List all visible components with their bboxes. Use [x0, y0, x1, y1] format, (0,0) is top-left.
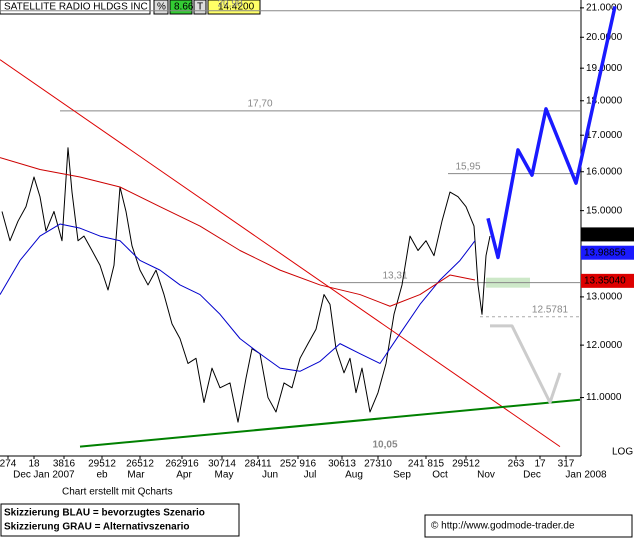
x-month-label: May	[215, 470, 234, 481]
y-tick-label: 17.0000	[586, 130, 623, 141]
x-tick-label: 26512	[126, 459, 154, 470]
price-marker	[581, 227, 634, 242]
price-marker-label: 13.98856	[584, 247, 626, 258]
x-month-label: Nov	[477, 470, 495, 481]
x-tick-label: 262916	[165, 459, 199, 470]
x-tick-label: 30714	[208, 459, 236, 470]
x-tick-label: 3816	[53, 459, 76, 470]
x-month-label: Jul	[304, 470, 317, 481]
x-tick-label: 252 916	[280, 459, 317, 470]
symbol: SATELLITE RADIO HLDGS INC	[4, 2, 148, 13]
x-month-label: Aug	[345, 470, 363, 481]
y-tick-label: 16.0000	[586, 166, 623, 177]
legend-box	[0, 503, 240, 537]
y-tick-label: 18.0000	[586, 95, 623, 106]
series-line	[0, 59, 561, 448]
last-label: T	[197, 2, 203, 13]
level-label: 20,90	[217, 0, 242, 9]
x-tick-label: 17	[534, 459, 546, 470]
x-tick-label: 30613	[328, 459, 356, 470]
series-line	[486, 6, 617, 260]
scale-label: LOG	[612, 447, 633, 458]
x-month-label: Jan 2008	[565, 470, 607, 481]
legend-line: Skizzierung BLAU = bevorzugtes Szenario	[4, 508, 205, 519]
series-line	[1, 147, 491, 423]
x-month-label: Oct	[432, 470, 448, 481]
y-tick-label: 21.0000	[586, 3, 623, 14]
y-tick-label: 15.0000	[586, 205, 623, 216]
last-value: 14.4200	[218, 2, 255, 13]
series-line	[79, 398, 581, 448]
x-tick-label: 28411	[244, 459, 272, 470]
level-label: 12.5781	[532, 304, 569, 315]
y-tick-label: 11.0000	[586, 392, 622, 403]
series-line	[0, 223, 476, 372]
level-label: 10,05	[372, 440, 397, 451]
x-month-label: Dec	[13, 470, 31, 481]
price-marker	[581, 273, 634, 288]
pct-label: %	[157, 2, 166, 13]
x-month-label: Jan 2007	[33, 470, 75, 481]
pct-value: 8.66	[174, 2, 194, 13]
x-month-label: Sep	[393, 470, 411, 481]
legend-line: Skizzierung GRAU = Alternativszenario	[4, 522, 190, 533]
x-tick-label: 241 815	[408, 459, 445, 470]
price-marker-label: 13.35040	[584, 275, 626, 286]
x-month-label: Apr	[176, 470, 192, 481]
y-tick-label: 20.0000	[586, 32, 623, 43]
x-tick-label: 263	[508, 459, 525, 470]
y-tick-label: 13.0000	[586, 292, 623, 303]
price-marker-label: 14.4200	[584, 229, 621, 240]
x-tick-label: 274	[0, 459, 17, 470]
price-marker	[581, 245, 634, 260]
x-month-label: eb	[96, 470, 108, 481]
level-label: 17,70	[247, 99, 272, 110]
credit: Chart erstellt mit Qcharts	[62, 487, 173, 498]
x-tick-label: 317	[558, 459, 575, 470]
url-box	[424, 514, 633, 538]
series-line	[490, 324, 562, 405]
url: © http://www.godmode-trader.de	[431, 521, 575, 532]
y-tick-label: 12.0000	[586, 340, 623, 351]
series-line	[0, 157, 476, 307]
y-tick-label: 19.0000	[586, 63, 623, 74]
level-label: 13,31	[382, 270, 407, 281]
x-tick-label: 18	[28, 459, 40, 470]
level-label: 15,95	[455, 161, 480, 172]
x-tick-label: 29512	[452, 459, 480, 470]
x-month-label: Mar	[127, 470, 145, 481]
x-tick-label: 27310	[364, 459, 392, 470]
x-tick-label: 29512	[88, 459, 116, 470]
x-month-label: Dec	[523, 470, 541, 481]
x-month-label: Jun	[262, 470, 278, 481]
